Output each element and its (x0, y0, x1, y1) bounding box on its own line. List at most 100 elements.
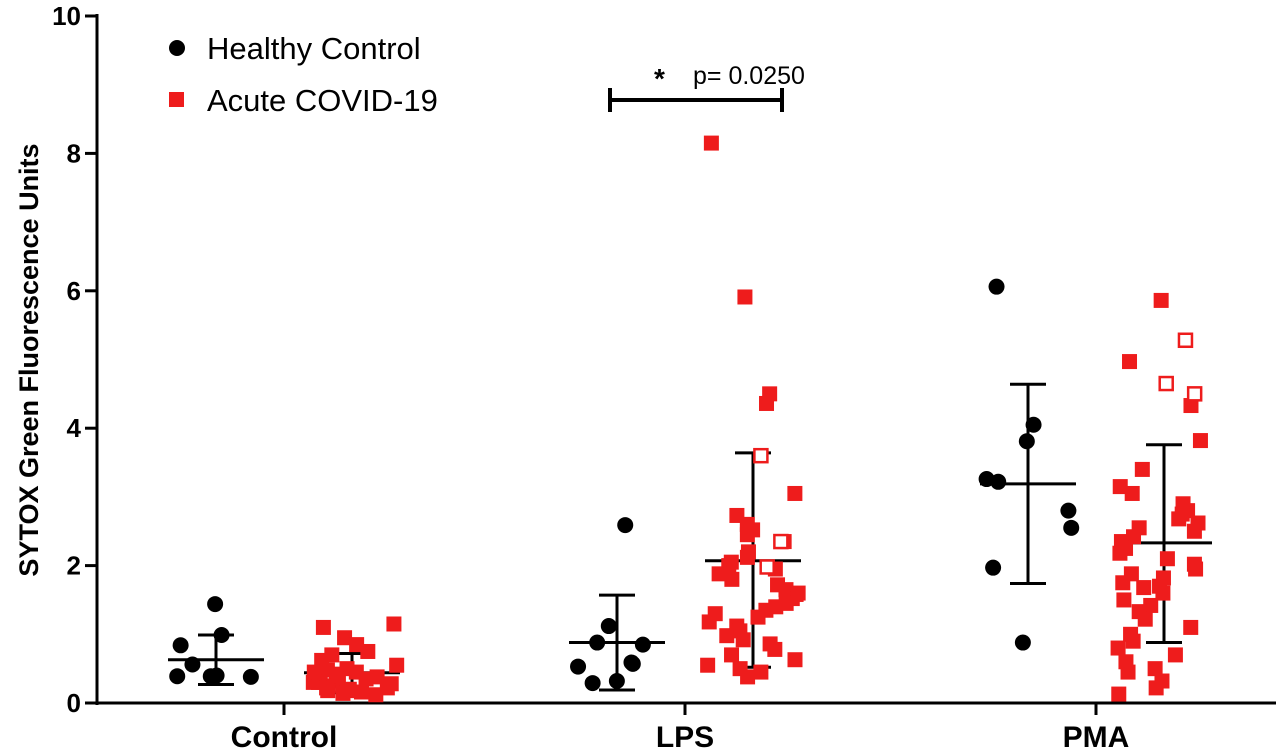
data-point (1167, 647, 1183, 663)
data-point-open (773, 533, 789, 550)
data-point (1125, 633, 1141, 649)
data-point (337, 630, 353, 646)
p-value-label: p= 0.0250 (693, 62, 805, 90)
data-point (1018, 433, 1035, 450)
data-point (306, 664, 322, 680)
y-tick-label: 6 (67, 276, 81, 306)
data-point (172, 637, 189, 654)
data-point (1148, 680, 1164, 696)
data-point (1014, 634, 1031, 651)
data-point (739, 549, 755, 565)
data-point (1112, 545, 1128, 561)
data-point (1122, 354, 1138, 370)
legend-marker-healthy-control (169, 40, 185, 56)
data-point (1124, 485, 1140, 501)
data-point (617, 517, 634, 534)
data-point (360, 643, 376, 659)
data-point (1183, 398, 1199, 414)
data-point (358, 671, 374, 687)
data-point (608, 673, 625, 690)
y-tick-label: 0 (67, 688, 81, 718)
data-point (719, 628, 735, 644)
data-point (740, 669, 756, 685)
data-point (1186, 523, 1202, 539)
data-point (1120, 664, 1136, 680)
y-tick-label: 2 (67, 551, 81, 581)
data-point (1060, 502, 1077, 519)
data-point (739, 527, 755, 543)
data-point (1134, 461, 1150, 477)
data-point (737, 289, 753, 305)
data-point (368, 687, 384, 703)
data-point (724, 571, 740, 587)
data-point (1110, 640, 1126, 656)
data-point (985, 559, 1002, 576)
data-point (315, 619, 331, 635)
data-point (1126, 529, 1142, 545)
data-point (589, 634, 606, 651)
data-point (184, 656, 201, 673)
data-point (1116, 592, 1132, 608)
data-point-open (759, 559, 775, 575)
data-point (1136, 580, 1152, 596)
data-point (735, 632, 751, 648)
legend-label-healthy-control: Healthy Control (207, 31, 421, 66)
data-point (1192, 433, 1208, 449)
data-point (1111, 686, 1127, 702)
data-point (213, 626, 230, 643)
legend-marker-acute-covid (169, 92, 184, 107)
data-point (1147, 661, 1163, 677)
data-point (319, 680, 335, 696)
legend: Healthy Control Acute COVID-19 (169, 31, 438, 118)
significance-star: * (654, 63, 665, 94)
x-tick-label: PMA (1063, 721, 1130, 750)
data-point (1159, 551, 1175, 567)
data-point (767, 641, 783, 657)
data-points (169, 135, 1208, 703)
data-point (703, 135, 719, 151)
data-point (1152, 578, 1168, 594)
data-point (169, 668, 186, 685)
data-point (707, 606, 723, 622)
data-point (242, 668, 259, 685)
data-point (787, 652, 803, 668)
y-tick-label: 8 (67, 138, 81, 168)
data-point (988, 278, 1005, 295)
data-point (724, 647, 740, 663)
data-point (1180, 503, 1196, 519)
data-point (353, 684, 369, 700)
data-point-open (753, 447, 769, 464)
data-point (389, 657, 405, 673)
data-point (1112, 479, 1128, 495)
data-point (1063, 519, 1080, 536)
data-point (339, 683, 355, 699)
data-point (600, 618, 617, 635)
data-point (700, 657, 716, 673)
data-point (753, 664, 769, 680)
data-point (624, 655, 641, 672)
data-point (790, 585, 806, 601)
data-point (1137, 611, 1153, 627)
data-point (1025, 416, 1042, 433)
data-point (1153, 292, 1169, 308)
data-point (570, 658, 587, 675)
data-point (787, 485, 803, 501)
data-point (208, 667, 225, 684)
data-point (207, 596, 224, 613)
data-point (759, 395, 775, 411)
data-point (750, 609, 766, 625)
data-point (379, 680, 395, 696)
x-tick-label: Control (231, 721, 338, 750)
data-point (584, 675, 601, 692)
y-tick-label: 10 (52, 1, 81, 31)
data-point (711, 566, 727, 582)
significance-annotation: * p= 0.0250 (608, 62, 805, 112)
data-point (1183, 619, 1199, 635)
data-point (978, 471, 995, 488)
data-point (634, 636, 651, 653)
axes: 0 2 4 6 8 10 Control LPS PMA (52, 1, 1276, 750)
data-point-open (1158, 375, 1174, 392)
data-point (1143, 597, 1159, 613)
error-bars (168, 382, 1212, 695)
